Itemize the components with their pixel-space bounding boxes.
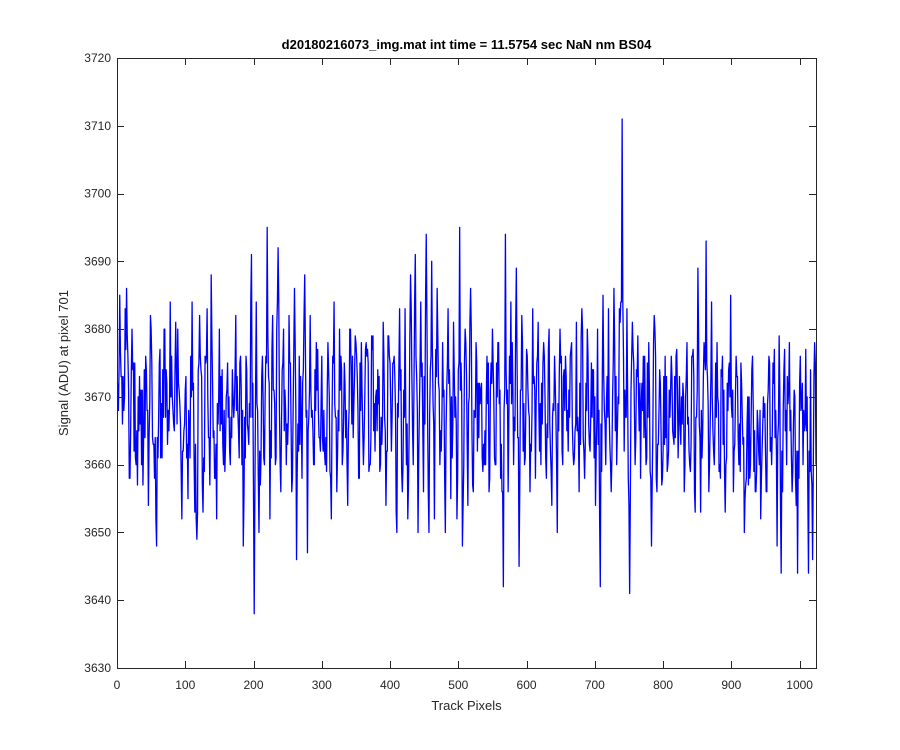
x-tick-label: 400: [380, 678, 400, 692]
x-tick-label: 200: [244, 678, 264, 692]
y-tick-label: 3650: [84, 525, 111, 539]
x-tick-label: 0: [114, 678, 121, 692]
x-ticks: 0 100 200 300 400 500 600 700 800 900 1000: [114, 58, 813, 692]
x-tick-label: 100: [175, 678, 195, 692]
y-tick-label: 3670: [84, 390, 111, 404]
x-tick-label: 300: [312, 678, 332, 692]
x-tick-label: 900: [721, 678, 741, 692]
x-tick-label: 500: [448, 678, 468, 692]
x-tick-label: 600: [517, 678, 537, 692]
y-tick-label: 3690: [84, 254, 111, 268]
y-tick-label: 3640: [84, 593, 111, 607]
y-axis-label: Signal (ADU) at pixel 701: [56, 290, 71, 436]
series-layer: [117, 118, 817, 615]
x-tick-label: 1000: [786, 678, 813, 692]
axes-box: [117, 58, 817, 669]
y-tick-label: 3700: [84, 187, 111, 201]
signal-series-line: [117, 118, 817, 615]
chart-title: d20180216073_img.mat int time = 11.5754 …: [282, 37, 652, 52]
y-tick-label: 3720: [84, 51, 111, 65]
x-axis-label: Track Pixels: [431, 698, 502, 713]
y-ticks: 3630 3640 3650 3660 3670 3680 3690 3700 3710 3720: [84, 51, 816, 675]
x-tick-label: 700: [585, 678, 605, 692]
y-tick-label: 3660: [84, 458, 111, 472]
y-tick-label: 3630: [84, 661, 111, 675]
y-tick-label: 3680: [84, 322, 111, 336]
x-tick-label: 800: [653, 678, 673, 692]
y-tick-label: 3710: [84, 119, 111, 133]
